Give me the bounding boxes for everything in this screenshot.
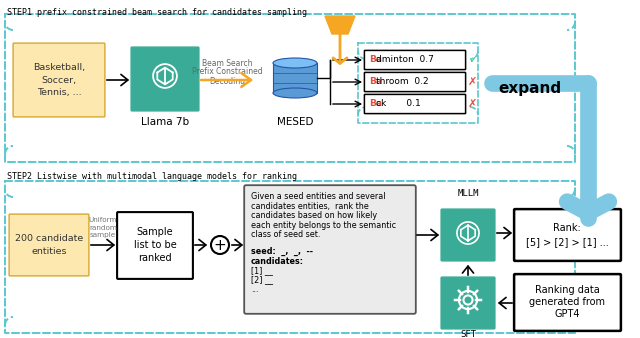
- Text: MLLM: MLLM: [457, 189, 479, 198]
- Text: Decoding: Decoding: [209, 76, 245, 86]
- Text: Ba: Ba: [369, 77, 382, 87]
- FancyBboxPatch shape: [441, 277, 495, 329]
- Text: ...: ...: [251, 285, 259, 294]
- Ellipse shape: [273, 88, 317, 98]
- Text: Rank:
[5] > [2] > [1] ...: Rank: [5] > [2] > [1] ...: [525, 223, 609, 247]
- Text: Uniform
random
sample: Uniform random sample: [89, 217, 117, 239]
- Text: Ranking data
generated from
GPT4: Ranking data generated from GPT4: [529, 285, 605, 319]
- FancyBboxPatch shape: [441, 209, 495, 261]
- FancyBboxPatch shape: [244, 185, 416, 314]
- Text: STEP2 Listwise with multimodal language models for ranking: STEP2 Listwise with multimodal language …: [7, 172, 297, 181]
- Bar: [5, 181, 575, 333]
- Text: dminton  0.7: dminton 0.7: [376, 55, 434, 65]
- Text: Beam Search: Beam Search: [202, 58, 252, 68]
- Text: candidates entities,  rank the: candidates entities, rank the: [251, 201, 369, 211]
- FancyBboxPatch shape: [364, 94, 466, 114]
- Text: [1] __: [1] __: [251, 266, 273, 275]
- FancyBboxPatch shape: [514, 209, 621, 261]
- Text: MESED: MESED: [276, 117, 313, 127]
- FancyBboxPatch shape: [364, 72, 466, 92]
- Text: +: +: [214, 238, 227, 253]
- Text: class of seed set.: class of seed set.: [251, 230, 321, 239]
- Text: SFT: SFT: [460, 330, 476, 338]
- FancyBboxPatch shape: [13, 43, 105, 117]
- Text: seed:  _,  _,  --: seed: _, _, --: [251, 247, 313, 256]
- FancyBboxPatch shape: [514, 274, 621, 331]
- Ellipse shape: [273, 58, 317, 68]
- Text: candidates:: candidates:: [251, 257, 304, 266]
- Text: Sample
list to be
ranked: Sample list to be ranked: [134, 227, 177, 263]
- Text: Ba: Ba: [369, 55, 382, 65]
- Text: Ba: Ba: [369, 99, 382, 108]
- Bar: [5, 14, 575, 162]
- Text: each entity belongs to the semantic: each entity belongs to the semantic: [251, 220, 396, 230]
- FancyBboxPatch shape: [364, 50, 466, 70]
- Bar: [358, 43, 478, 123]
- Polygon shape: [325, 16, 355, 34]
- Text: Prefix Constrained: Prefix Constrained: [192, 68, 262, 76]
- Text: candidates based on how likely: candidates based on how likely: [251, 211, 377, 220]
- Text: STEP1 prefix constrained beam search for candidates sampling: STEP1 prefix constrained beam search for…: [7, 8, 307, 17]
- Circle shape: [211, 236, 229, 254]
- FancyBboxPatch shape: [9, 214, 89, 276]
- Text: ✗: ✗: [468, 99, 477, 109]
- Text: 200 candidate
entities: 200 candidate entities: [15, 234, 83, 256]
- Text: ✗: ✗: [468, 77, 477, 87]
- Text: expand: expand: [499, 80, 561, 96]
- FancyBboxPatch shape: [117, 212, 193, 279]
- Text: ck       0.1: ck 0.1: [376, 99, 420, 108]
- Text: [2] __: [2] __: [251, 275, 273, 285]
- Text: throom  0.2: throom 0.2: [376, 77, 429, 87]
- Text: Llama 7b: Llama 7b: [141, 117, 189, 127]
- FancyBboxPatch shape: [131, 47, 199, 111]
- Text: Basketball,
Soccer,
Tennis, ...: Basketball, Soccer, Tennis, ...: [33, 63, 85, 97]
- Text: Given a seed entities and several: Given a seed entities and several: [251, 192, 385, 201]
- Bar: [273, 63, 317, 93]
- Text: ✓: ✓: [468, 55, 477, 65]
